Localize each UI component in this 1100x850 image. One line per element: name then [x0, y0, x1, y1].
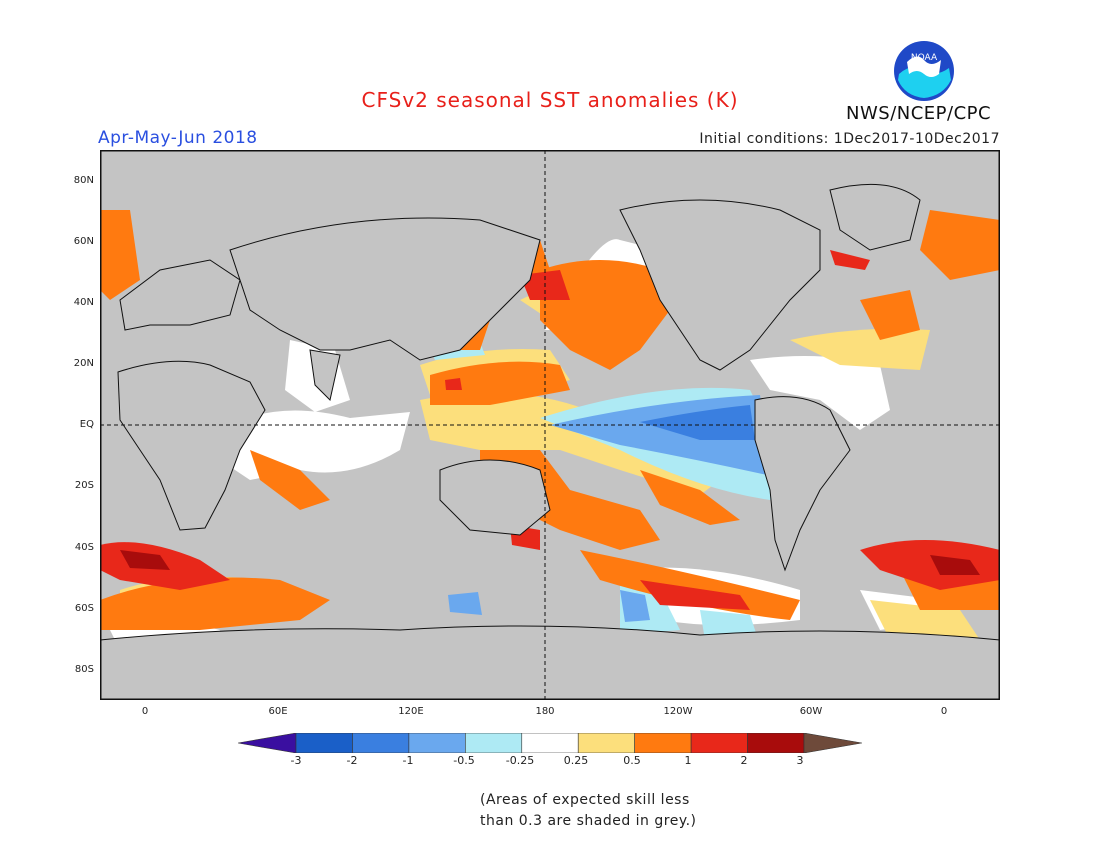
colorbar-segment — [465, 733, 523, 753]
continents — [100, 183, 1000, 700]
colorbar-segment — [295, 733, 353, 753]
lat-label-80s: 80S — [74, 664, 94, 675]
lon-label-60w: 60W — [799, 706, 823, 717]
footnote-line-1: (Areas of expected skill less — [480, 792, 690, 808]
lat-label-20s: 20S — [74, 480, 94, 491]
colorbar-segment — [577, 733, 635, 753]
colorbar-tick: 0.25 — [563, 754, 589, 767]
colorbar-segment — [238, 733, 297, 753]
season-label: Apr-May-Jun 2018 — [98, 128, 258, 148]
lon-label-0-east: 0 — [940, 706, 948, 717]
agency-label: NWS/NCEP/CPC — [846, 103, 992, 124]
lat-label-40n: 40N — [73, 297, 94, 308]
lat-label-40s: 40S — [74, 542, 94, 553]
colorbar-tick: 3 — [796, 754, 804, 767]
lon-label-0-west: 0 — [141, 706, 149, 717]
chart-title: CFSv2 seasonal SST anomalies (K) — [361, 88, 739, 112]
colorbar-segment — [690, 733, 748, 753]
colorbar-tick: 1 — [684, 754, 692, 767]
colorbar-segment — [521, 733, 579, 753]
anomaly-0.5-1 — [100, 210, 1000, 630]
skill-footnote: (Areas of expected skill less than 0.3 a… — [480, 790, 697, 832]
colorbar-segment — [634, 733, 692, 753]
colorbar-tick: -0.5 — [453, 754, 475, 767]
colorbar — [238, 733, 862, 753]
colorbar-segment — [352, 733, 410, 753]
colorbar-tick: 0.5 — [623, 754, 641, 767]
lat-label-80n: 80N — [73, 175, 94, 186]
lon-label-180: 180 — [535, 706, 555, 717]
lon-label-60e: 60E — [268, 706, 288, 717]
colorbar-tick: -0.25 — [505, 754, 535, 767]
anomaly-neg1-neg2 — [640, 405, 755, 440]
footnote-line-2: than 0.3 are shaded in grey.) — [480, 813, 697, 829]
colorbar-tick: -1 — [402, 754, 414, 767]
lon-label-120w: 120W — [663, 706, 693, 717]
initial-conditions-label: Initial conditions: 1Dec2017-10Dec2017 — [699, 131, 1000, 147]
map-frame — [100, 150, 1000, 700]
colorbar-tick: -3 — [290, 754, 302, 767]
colorbar-tick: -2 — [346, 754, 358, 767]
lat-label-60s: 60S — [74, 603, 94, 614]
noaa-logo-icon: NOAA — [894, 41, 954, 101]
colorbar-tick: 2 — [740, 754, 748, 767]
colorbar-segment — [803, 733, 862, 753]
lon-label-120e: 120E — [398, 706, 424, 717]
logo-text: NOAA — [911, 53, 938, 63]
lat-label-20n: 20N — [73, 358, 94, 369]
sst-anomaly-map — [100, 150, 1000, 700]
lat-label-60n: 60N — [73, 236, 94, 247]
colorbar-segment — [408, 733, 466, 753]
colorbar-segment — [747, 733, 805, 753]
anomaly-2-3 — [120, 550, 980, 575]
lat-label-eq: EQ — [79, 419, 94, 430]
